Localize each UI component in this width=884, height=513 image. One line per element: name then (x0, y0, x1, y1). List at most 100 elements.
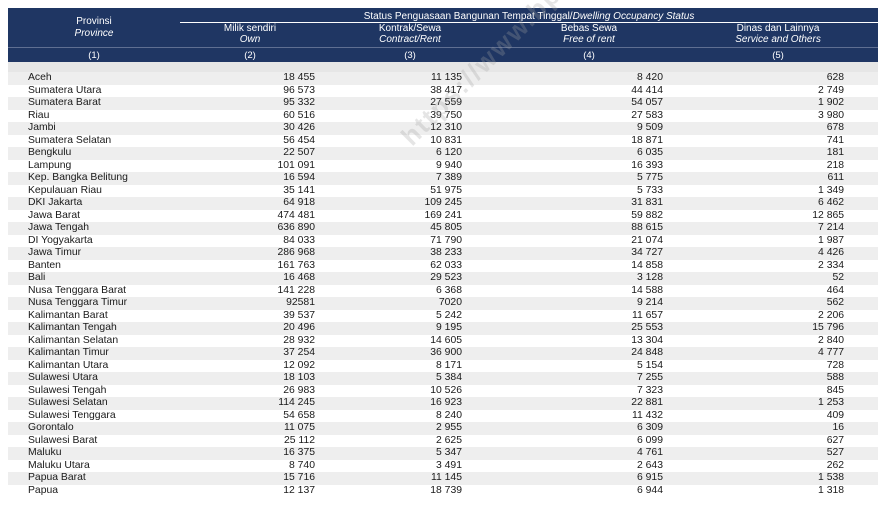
table-row: Papua 12 137 18 739 6 944 1 318 (8, 484, 879, 497)
column-header-rent: Kontrak/Sewa Contract/Rent (320, 22, 500, 48)
own-cell: 56 454 (180, 134, 320, 147)
rent-cell: 8 171 (320, 359, 500, 372)
column-label-own-en: Own (239, 34, 261, 45)
table-row: Kalimantan Barat 39 537 5 242 11 657 2 206 (8, 309, 879, 322)
province-cell: Kep. Bangka Belitung (8, 172, 180, 185)
free-cell: 6 035 (500, 147, 678, 160)
free-cell: 54 057 (500, 97, 678, 110)
table-row: Sulawesi Tengah 26 983 10 526 7 323 845 (8, 384, 879, 397)
column-header-free: Bebas Sewa Free of rent (500, 22, 678, 48)
column-label-rent: Kontrak/Sewa (378, 23, 442, 34)
table-row: Jambi 30 426 12 310 9 509 678 (8, 122, 879, 135)
province-cell: Kalimantan Tengah (8, 322, 180, 335)
others-cell: 678 (678, 122, 879, 135)
province-cell: Jambi (8, 122, 180, 135)
others-cell: 2 334 (678, 259, 879, 272)
rent-cell: 2 625 (320, 434, 500, 447)
province-cell: Jawa Timur (8, 247, 180, 260)
free-cell: 11 432 (500, 409, 678, 422)
table-row: Jawa Tengah 636 890 45 805 88 615 7 214 (8, 222, 879, 235)
table-row: Maluku 16 375 5 347 4 761 527 (8, 447, 879, 460)
others-cell: 218 (678, 159, 879, 172)
others-cell: 845 (678, 384, 879, 397)
free-cell: 31 831 (500, 197, 678, 210)
free-cell: 24 848 (500, 347, 678, 360)
free-cell: 13 304 (500, 334, 678, 347)
others-cell: 627 (678, 434, 879, 447)
own-cell: 54 658 (180, 409, 320, 422)
province-cell: Riau (8, 109, 180, 122)
free-cell: 21 074 (500, 234, 678, 247)
province-cell: Maluku (8, 447, 180, 460)
rent-cell: 11 145 (320, 472, 500, 485)
province-header-label-en: Province (74, 27, 114, 39)
occupancy-table: Provinsi Province Status Penguasaan Bang… (8, 8, 879, 497)
others-cell: 728 (678, 359, 879, 372)
free-cell: 2 643 (500, 459, 678, 472)
rent-cell: 27 559 (320, 97, 500, 110)
own-cell: 39 537 (180, 309, 320, 322)
own-cell: 101 091 (180, 159, 320, 172)
column-number-5: (5) (678, 47, 879, 62)
free-cell: 14 858 (500, 259, 678, 272)
column-header-own: Milik sendiri Own (180, 22, 320, 48)
own-cell: 95 332 (180, 97, 320, 110)
rent-cell: 18 739 (320, 484, 500, 497)
others-cell: 2 749 (678, 84, 879, 97)
own-cell: 28 932 (180, 334, 320, 347)
table-row: Bengkulu 22 507 6 120 6 035 181 (8, 147, 879, 160)
others-cell: 4 777 (678, 347, 879, 360)
others-cell: 1 987 (678, 234, 879, 247)
own-cell: 12 092 (180, 359, 320, 372)
own-cell: 60 516 (180, 109, 320, 122)
column-number-3: (3) (320, 47, 500, 62)
own-cell: 161 763 (180, 259, 320, 272)
rent-cell: 14 605 (320, 334, 500, 347)
column-label-free-en: Free of rent (563, 34, 615, 45)
free-cell: 14 588 (500, 284, 678, 297)
rent-cell: 29 523 (320, 272, 500, 285)
province-cell: Nusa Tenggara Barat (8, 284, 180, 297)
rent-cell: 5 347 (320, 447, 500, 460)
spacer-row (8, 62, 879, 72)
others-cell: 527 (678, 447, 879, 460)
province-header-label: Provinsi (76, 15, 112, 27)
province-cell: Kalimantan Timur (8, 347, 180, 360)
rent-cell: 2 955 (320, 422, 500, 435)
table-row: Bali 16 468 29 523 3 128 52 (8, 272, 879, 285)
province-cell: DKI Jakarta (8, 197, 180, 210)
free-cell: 34 727 (500, 247, 678, 260)
province-cell: Sulawesi Utara (8, 372, 180, 385)
column-label-own: Milik sendiri (223, 23, 277, 34)
free-cell: 88 615 (500, 222, 678, 235)
free-cell: 27 583 (500, 109, 678, 122)
table-row: Jawa Barat 474 481 169 241 59 882 12 865 (8, 209, 879, 222)
table-row: Sulawesi Utara 18 103 5 384 7 255 588 (8, 372, 879, 385)
own-cell: 25 112 (180, 434, 320, 447)
own-cell: 64 918 (180, 197, 320, 210)
own-cell: 35 141 (180, 184, 320, 197)
rent-cell: 7 389 (320, 172, 500, 185)
free-cell: 7 323 (500, 384, 678, 397)
table-row: Kalimantan Tengah 20 496 9 195 25 553 15 796 (8, 322, 879, 335)
own-cell: 636 890 (180, 222, 320, 235)
province-cell: Aceh (8, 72, 180, 85)
rent-cell: 3 491 (320, 459, 500, 472)
rent-cell: 45 805 (320, 222, 500, 235)
province-header: Provinsi Province (8, 8, 180, 48)
rent-cell: 109 245 (320, 197, 500, 210)
others-cell: 15 796 (678, 322, 879, 335)
free-cell: 18 871 (500, 134, 678, 147)
free-cell: 5 733 (500, 184, 678, 197)
rent-cell: 5 384 (320, 372, 500, 385)
table-row: Sulawesi Tenggara 54 658 8 240 11 432 409 (8, 409, 879, 422)
province-cell: Sulawesi Barat (8, 434, 180, 447)
own-cell: 22 507 (180, 147, 320, 160)
others-cell: 1 318 (678, 484, 879, 497)
own-cell: 16 594 (180, 172, 320, 185)
rent-cell: 6 120 (320, 147, 500, 160)
rent-cell: 12 310 (320, 122, 500, 135)
rent-cell: 169 241 (320, 209, 500, 222)
province-cell: Kalimantan Barat (8, 309, 180, 322)
table-row: Sulawesi Selatan 114 245 16 923 22 881 1 253 (8, 397, 879, 410)
